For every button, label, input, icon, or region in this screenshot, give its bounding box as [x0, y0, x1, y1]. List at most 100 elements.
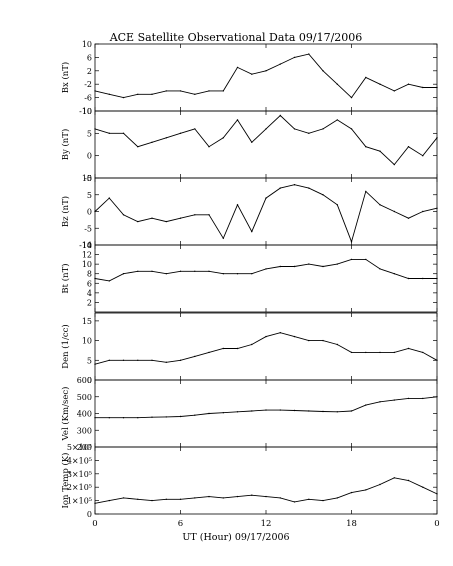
- data-point: [265, 268, 267, 270]
- data-point: [122, 359, 125, 361]
- x-tick-label: 12: [261, 519, 272, 529]
- data-point: [279, 332, 281, 334]
- data-point: [179, 270, 182, 272]
- data-point: [436, 277, 438, 280]
- data-point: [393, 210, 395, 213]
- data-point: [293, 56, 296, 59]
- y-tick-label: 400: [77, 410, 92, 419]
- data-point: [179, 90, 182, 92]
- data-point: [407, 217, 410, 219]
- series-line: [94, 477, 438, 504]
- data-point: [137, 417, 139, 419]
- y-tick-label: 5: [87, 356, 92, 365]
- y-tick-label: 10: [82, 337, 92, 346]
- data-point: [108, 417, 111, 419]
- y-tick-label: 0: [87, 376, 92, 385]
- panel-2: -5 0 5 10 By (nT): [60, 107, 438, 183]
- data-point: [279, 409, 281, 411]
- y-axis-label: Bt (nT): [60, 263, 71, 293]
- data-point: [308, 410, 310, 412]
- data-point: [265, 409, 267, 411]
- y-tick-label: 10: [82, 40, 92, 49]
- data-point: [179, 217, 182, 219]
- data-point: [308, 53, 310, 55]
- y-tick-label: 5×10⁵: [67, 443, 92, 452]
- series-line: [94, 114, 438, 166]
- data-point: [350, 96, 353, 99]
- panel-frame: [94, 43, 438, 112]
- data-point: [165, 498, 167, 500]
- series-line: [94, 53, 437, 99]
- data-point: [194, 128, 196, 130]
- data-point: [251, 273, 253, 275]
- data-point: [94, 277, 96, 280]
- data-point: [108, 280, 111, 282]
- data-point: [293, 409, 296, 412]
- data-point: [308, 187, 310, 189]
- data-point: [293, 265, 296, 268]
- data-point: [151, 217, 153, 219]
- y-tick-label: 5: [87, 129, 92, 138]
- data-point: [194, 414, 196, 416]
- panel-1: -10 -6 -2 2 6 10 Bx (nT): [60, 40, 438, 116]
- y-tick-label: 0: [87, 510, 92, 519]
- series-line: [94, 332, 438, 365]
- data-point: [393, 399, 395, 401]
- data-point: [251, 230, 253, 233]
- data-point: [194, 93, 196, 96]
- y-tick-label: 6: [87, 53, 92, 62]
- data-point: [308, 132, 310, 134]
- data-point: [322, 410, 324, 413]
- data-point: [122, 132, 125, 134]
- data-point: [393, 273, 395, 275]
- x-tick-label: 0: [92, 519, 97, 529]
- data-point: [379, 401, 381, 403]
- data-point: [236, 66, 239, 69]
- data-point: [151, 141, 153, 143]
- x-axis-label: UT (Hour) 09/17/2006: [182, 532, 289, 543]
- x-tick-label: 6: [178, 519, 183, 529]
- x-tick-label: 18: [346, 519, 357, 529]
- data-point: [108, 132, 111, 134]
- y-tick-label: 12: [82, 251, 92, 260]
- y-tick-label: 6: [87, 279, 92, 288]
- y-tick-label: 2×10⁵: [67, 483, 92, 492]
- data-point: [336, 263, 338, 265]
- panel-5: 0 5 10 15 Den (1/cc): [60, 312, 438, 385]
- data-point: [336, 204, 338, 206]
- data-point: [393, 163, 395, 166]
- y-tick-label: -6: [84, 94, 92, 103]
- y-tick-label: 4: [87, 289, 92, 298]
- data-point: [165, 273, 167, 275]
- y-tick-label: 4×10⁵: [67, 456, 92, 465]
- data-point: [179, 132, 182, 134]
- data-point: [279, 114, 281, 117]
- y-axis-label: Ion Temp (K): [60, 453, 71, 509]
- y-tick-label: 8: [87, 270, 92, 279]
- data-point: [222, 137, 224, 139]
- data-point: [194, 355, 196, 358]
- y-tick-label: 2: [87, 298, 92, 307]
- data-point: [251, 343, 253, 346]
- series-line: [95, 396, 438, 419]
- data-point: [222, 237, 224, 239]
- data-point: [336, 497, 338, 499]
- data-point: [137, 220, 139, 223]
- y-axis-label: Bx (nT): [60, 62, 71, 94]
- data-point: [208, 146, 210, 148]
- y-axis-label: By (nT): [60, 129, 71, 161]
- data-point: [336, 411, 338, 413]
- data-point: [122, 96, 125, 99]
- data-point: [350, 128, 353, 130]
- data-point: [251, 73, 253, 75]
- y-tick-label: 1×10⁵: [67, 497, 92, 506]
- panel-frame: [94, 244, 438, 313]
- data-point: [379, 268, 381, 270]
- data-point: [236, 347, 239, 350]
- data-point: [336, 83, 338, 85]
- data-point: [208, 495, 210, 498]
- data-point: [108, 93, 111, 96]
- data-point: [94, 210, 96, 213]
- data-point: [422, 86, 424, 89]
